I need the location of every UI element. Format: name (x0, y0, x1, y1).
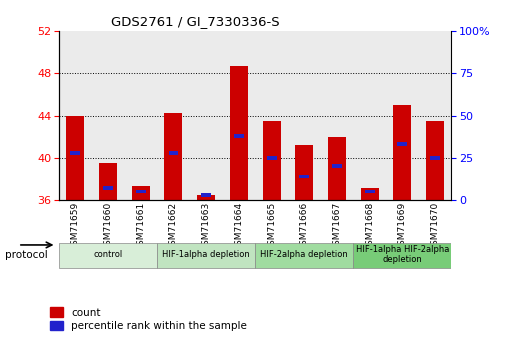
Bar (398, 142, 407, 146)
Bar (92, 31, 124, 200)
Text: control: control (93, 250, 123, 259)
Bar (353, 243, 451, 268)
Bar (328, 137, 346, 200)
Bar (124, 31, 157, 200)
Text: protocol: protocol (5, 250, 48, 260)
Bar (288, 31, 321, 200)
Bar (255, 243, 353, 268)
Bar (157, 31, 190, 200)
Bar (295, 145, 313, 200)
Bar (255, 31, 288, 200)
Bar (321, 31, 353, 200)
Bar (70, 151, 81, 155)
Bar (263, 121, 281, 200)
Text: HIF-2alpha depletion: HIF-2alpha depletion (261, 250, 348, 259)
Bar (393, 105, 411, 200)
Bar (419, 31, 451, 200)
Bar (103, 186, 113, 190)
Bar (230, 66, 248, 200)
Bar (168, 151, 179, 155)
Bar (386, 31, 419, 200)
Bar (267, 156, 277, 160)
Bar (157, 243, 255, 268)
Bar (66, 116, 84, 200)
Text: HIF-1alpha depletion: HIF-1alpha depletion (162, 250, 250, 259)
Bar (201, 193, 211, 197)
Bar (132, 186, 150, 200)
Bar (361, 188, 379, 200)
Bar (59, 243, 157, 268)
Text: GDS2761 / GI_7330336-S: GDS2761 / GI_7330336-S (111, 16, 279, 29)
Bar (426, 121, 444, 200)
Bar (165, 114, 183, 200)
Bar (190, 31, 223, 200)
Bar (136, 190, 146, 194)
Bar (365, 190, 374, 194)
Bar (234, 134, 244, 138)
Bar (299, 175, 309, 178)
Bar (59, 31, 92, 200)
Bar (332, 165, 342, 168)
Bar (353, 31, 386, 200)
Bar (430, 156, 440, 160)
Bar (197, 195, 215, 200)
Legend: count, percentile rank within the sample: count, percentile rank within the sample (46, 303, 251, 335)
Bar (223, 31, 255, 200)
Text: HIF-1alpha HIF-2alpha
depletion: HIF-1alpha HIF-2alpha depletion (356, 245, 449, 265)
Bar (99, 163, 117, 200)
